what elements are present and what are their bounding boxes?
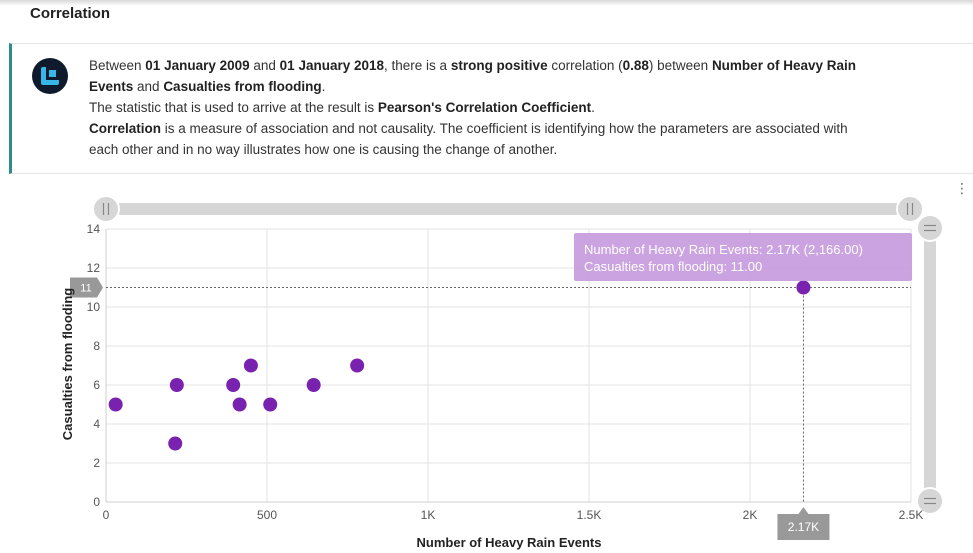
parameter-y: Casualties from flooding [163,79,322,94]
y-axis-title: Casualties from flooding [60,288,75,440]
tooltip-line-1: Number of Heavy Rain Events: 2.17K (2,16… [584,242,863,257]
insight-text-segment: and [249,58,280,73]
scatter-point [263,397,278,412]
start-date: 01 January 2009 [145,58,250,73]
correlation-coefficient: 0.88 [622,58,649,73]
scatter-point [168,436,183,451]
y-tick-label: 14 [87,222,101,236]
scatter-point [226,378,241,392]
x-tick-label: 1.5K [577,508,602,522]
scatter-point [169,378,184,392]
scatter-point [796,280,811,295]
x-tick-label: 0 [103,508,110,522]
insight-text-segment: , there is a [384,58,451,73]
correlation-strength: strong positive [450,58,548,73]
chart-axes: 0 500 1K 1.5K 2K 2.5K 0 2 4 6 8 10 12 14 [87,222,924,522]
y-tick-label: 6 [93,378,100,392]
scatter-point [243,358,258,373]
x-tick-label: 2K [743,508,758,522]
data-points [108,280,811,451]
insight-text-segment: is a measure of association and not caus… [89,121,848,157]
y-value-badge-label: 11 [80,283,91,295]
scatter-point [350,358,365,373]
top-shadow [0,0,973,6]
scatter-point [232,397,247,412]
insight-text-segment: . [591,100,595,115]
insight-text-segment: The statistic that is used to arrive at … [89,100,378,115]
y-range-slider-track[interactable] [924,228,936,501]
y-tick-label: 8 [93,339,100,353]
y-tick-label: 10 [87,300,101,314]
y-tick-label: 4 [93,417,100,431]
x-tick-label: 1K [421,508,436,522]
insight-text-segment: and [133,79,164,94]
x-range-slider-track[interactable] [100,203,912,215]
y-range-slider-handle-top[interactable] [916,214,944,242]
x-axis-title: Number of Heavy Rain Events [417,535,602,550]
logo-mark [41,67,59,85]
x-value-badge [777,507,830,540]
app-logo-icon [32,58,68,94]
parameter-x: Number of Heavy Rain Events [89,58,856,94]
more-options-icon[interactable]: ⋮ [955,180,970,196]
x-tick-label: 2.5K [899,508,924,522]
y-tick-label: 12 [87,261,101,275]
x-value-badge-label: 2.17K [788,520,819,534]
insight-panel: Between 01 January 2009 and 01 January 2… [9,43,973,174]
x-range-slider-handle-left[interactable] [92,195,120,223]
y-tick-label: 0 [93,495,100,509]
insight-text-segment: ) between [648,58,712,73]
scatter-point [108,397,123,412]
x-tick-label: 500 [257,508,277,522]
insight-text-segment: . [321,79,326,94]
insight-text-segment: correlation ( [547,58,623,73]
y-tick-label: 2 [93,456,100,470]
correlation-term: Correlation [89,121,162,136]
tooltip-box [574,233,912,281]
section-title: Correlation [30,5,111,22]
insight-text-segment: Between [89,58,146,73]
crosshair: 11 2.17K [70,277,911,540]
statistic-name: Pearson's Correlation Coefficient [377,100,592,115]
scatter-point [306,378,321,392]
end-date: 01 January 2018 [279,58,385,73]
x-range-slider-handle-right[interactable] [896,195,924,223]
y-range-slider-handle-bottom[interactable] [916,487,944,515]
tooltip: Number of Heavy Rain Events: 2.17K (2,16… [574,233,912,281]
insight-text: Between 01 January 2009 and 01 January 2… [89,55,879,160]
y-value-badge [70,277,103,298]
tooltip-line-2: Casualties from flooding: 11.00 [584,259,762,274]
